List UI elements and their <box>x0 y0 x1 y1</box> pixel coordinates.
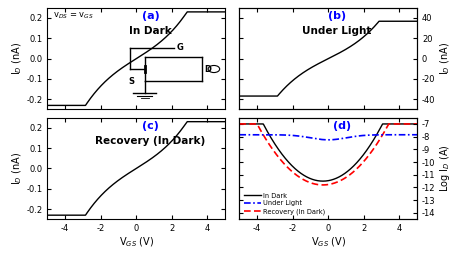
X-axis label: V$_{GS}$ (V): V$_{GS}$ (V) <box>118 236 154 250</box>
Text: v$_{DS}$ = v$_{GS}$: v$_{DS}$ = v$_{GS}$ <box>53 11 94 21</box>
Text: Recovery (In Dark): Recovery (In Dark) <box>95 136 206 146</box>
Y-axis label: I$_D$ (nA): I$_D$ (nA) <box>10 152 24 185</box>
Text: (d): (d) <box>333 121 352 131</box>
Text: In Dark: In Dark <box>129 26 172 36</box>
Legend: In Dark, Under Light, Recovery (In Dark): In Dark, Under Light, Recovery (In Dark) <box>243 191 327 216</box>
Text: Under Light: Under Light <box>302 26 372 36</box>
Text: (c): (c) <box>142 121 159 131</box>
Y-axis label: I$_D$ (nA): I$_D$ (nA) <box>10 42 24 75</box>
Y-axis label: I$_D$ (nA): I$_D$ (nA) <box>438 42 452 75</box>
X-axis label: V$_{GS}$ (V): V$_{GS}$ (V) <box>310 236 346 250</box>
Text: (b): (b) <box>328 11 346 21</box>
Text: (a): (a) <box>142 11 159 21</box>
Y-axis label: Log I$_D$ (A): Log I$_D$ (A) <box>438 145 452 192</box>
